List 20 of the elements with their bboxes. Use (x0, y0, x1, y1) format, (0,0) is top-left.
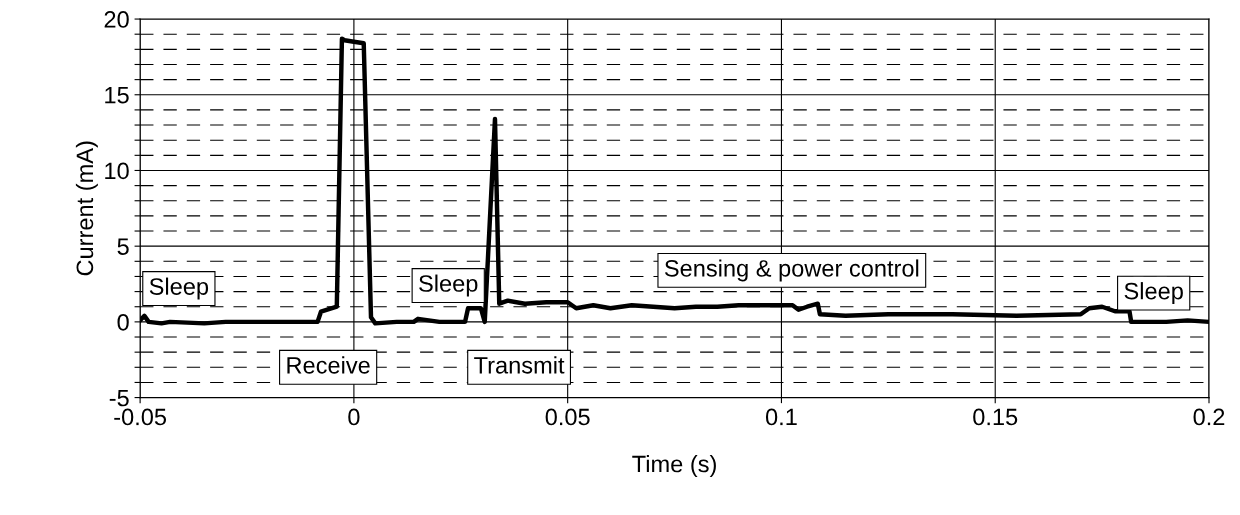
x-tick-label: -0.05 (114, 408, 167, 426)
x-tick-label: 0.1 (765, 408, 797, 426)
y-tick-label: 20 (104, 11, 129, 28)
y-tick-label: 10 (105, 162, 129, 180)
y-tick-label: -5 (109, 389, 129, 407)
annotation: Receive (287, 356, 370, 374)
y-tick-label: 5 (117, 238, 129, 255)
x-tick-label: 0.15 (973, 408, 1018, 426)
annotation: Transmit (474, 356, 565, 374)
annotation: Sleep (1124, 282, 1183, 305)
annotation: Sensing & power control (664, 259, 919, 282)
y-tick-label: 15 (105, 87, 129, 104)
x-tick-label: 0 (348, 408, 360, 426)
x-tick-label: 0.05 (545, 408, 590, 426)
x-tick-label: 0.2 (1193, 408, 1225, 426)
y-tick-label: 0 (117, 313, 129, 331)
x-axis-title: Time (s) (632, 455, 716, 478)
y-axis-title: Current (mA) (75, 141, 98, 276)
annotation: Sleep (419, 274, 478, 297)
annotation: Sleep (149, 277, 209, 300)
